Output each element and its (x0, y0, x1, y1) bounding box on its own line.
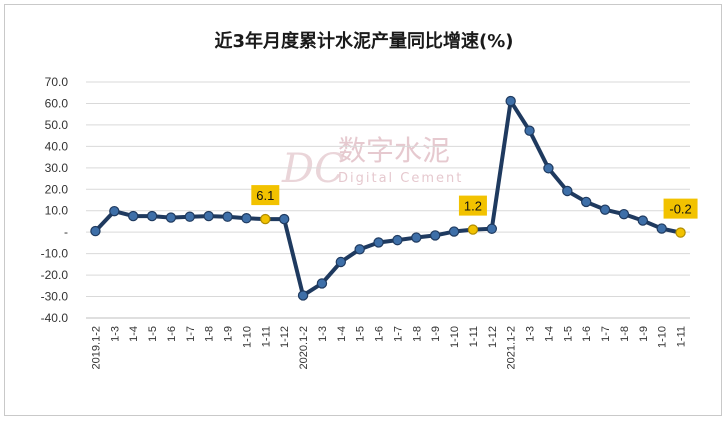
series-line (90, 95, 686, 301)
x-tick-label: 1-5 (355, 326, 367, 342)
y-tick-label: 70.0 (45, 75, 69, 89)
data-point (278, 213, 290, 225)
x-tick-label: 1-9 (223, 326, 235, 342)
data-point (373, 237, 384, 248)
y-tick-label: 50.0 (45, 118, 69, 132)
data-point (127, 210, 139, 222)
x-tick-label: 1-7 (392, 326, 404, 342)
data-point (90, 225, 101, 237)
highlight-point (260, 213, 271, 225)
data-point (562, 185, 573, 197)
data-point (411, 232, 422, 243)
data-label: 1.2 (464, 199, 482, 214)
x-tick-label: 1-4 (543, 326, 555, 342)
data-point (524, 125, 535, 136)
data-label: 6.1 (256, 188, 274, 203)
data-labels: 6.1 1.2 -0.2 (251, 185, 698, 219)
data-point (316, 278, 328, 289)
y-tick-label: 10.0 (45, 204, 69, 218)
x-tick-label: 1-9 (430, 326, 442, 342)
data-point (448, 226, 460, 237)
highlight-point (675, 227, 686, 238)
y-tick-label: 40.0 (45, 139, 69, 153)
data-point (429, 230, 441, 241)
x-tick-label: 1-4 (336, 326, 348, 342)
watermark-name: 数字水泥 (338, 134, 450, 167)
y-tick-label: 20.0 (45, 182, 69, 196)
x-tick-label: 1-5 (147, 326, 159, 342)
data-point (109, 205, 120, 217)
data-point (505, 95, 516, 107)
data-point (297, 290, 309, 301)
data-point (146, 210, 158, 222)
x-tick-label: 1-11 (260, 326, 272, 347)
x-tick-label: 1-7 (600, 326, 612, 342)
y-tick-label: -30.0 (41, 290, 69, 304)
data-point (241, 213, 252, 224)
y-tick-label: -40.0 (41, 311, 69, 325)
x-tick-label: 1-12 (279, 326, 291, 348)
data-label-box (458, 195, 487, 216)
y-tick-label: -10.0 (41, 247, 69, 261)
y-tick-label: 60.0 (45, 96, 69, 110)
x-tick-label: 1-6 (374, 326, 386, 342)
watermark-logo: DC (281, 146, 345, 192)
x-axis: 2019.1-2 1-3 1-4 1-5 1-6 1-7 1-8 1-9 1-10 1-11 1-1… (86, 317, 690, 369)
x-tick-label: 2019.1-2 (90, 326, 102, 369)
x-tick-label: 1-12 (487, 326, 499, 348)
y-tick-label: - (64, 225, 68, 239)
x-tick-label: 1-7 (185, 326, 197, 342)
x-tick-label: 2021.1-2 (506, 326, 518, 369)
x-tick-label: 1-10 (449, 326, 461, 348)
x-tick-label: 1-3 (109, 326, 121, 342)
data-point (335, 256, 347, 268)
data-point (354, 244, 365, 255)
x-tick-label: 1-10 (657, 326, 669, 348)
data-point (543, 163, 554, 174)
data-point (637, 215, 649, 226)
x-tick-label: 1-6 (581, 326, 593, 342)
data-point (165, 212, 177, 223)
data-label-box (251, 185, 280, 206)
watermark-subtitle: Digital Cement (338, 171, 463, 186)
chart-title: 近3年月度累计水泥产量同比增速(%) (214, 30, 513, 52)
x-tick-label: 1-10 (241, 326, 253, 348)
data-point (222, 211, 233, 222)
gridlines (86, 81, 690, 319)
y-tick-label: -20.0 (41, 268, 69, 282)
x-tick-label: 1-5 (562, 326, 574, 342)
highlight-point (467, 224, 479, 235)
x-tick-label: 1-8 (204, 326, 216, 342)
series-path (93, 99, 683, 298)
data-label: -0.2 (669, 202, 691, 217)
data-point (599, 204, 611, 215)
x-tick-label: 1-11 (468, 326, 480, 347)
x-tick-label: 1-3 (317, 326, 329, 342)
data-point (184, 211, 196, 222)
x-tick-label: 1-3 (525, 326, 537, 342)
x-tick-label: 1-6 (166, 326, 178, 342)
data-label-box (663, 198, 698, 219)
y-tick-label: 30.0 (45, 161, 69, 175)
data-point (486, 223, 498, 234)
data-point (580, 196, 592, 208)
x-tick-label: 1-8 (411, 326, 423, 342)
x-tick-label: 2020.1-2 (298, 326, 310, 369)
data-point (618, 208, 630, 220)
watermark: DC 数字水泥 Digital Cement (281, 134, 463, 192)
y-axis: 70.0 60.0 50.0 40.0 30.0 20.0 10.0 - -10.0 -20.0 -… (41, 75, 69, 325)
data-point (656, 223, 667, 234)
data-point (392, 234, 403, 246)
data-point (203, 210, 214, 222)
x-tick-label: 1-9 (638, 326, 650, 342)
x-tick-label: 1-11 (676, 326, 688, 347)
x-tick-label: 1-4 (128, 326, 140, 342)
x-tick-label: 1-8 (619, 326, 631, 342)
